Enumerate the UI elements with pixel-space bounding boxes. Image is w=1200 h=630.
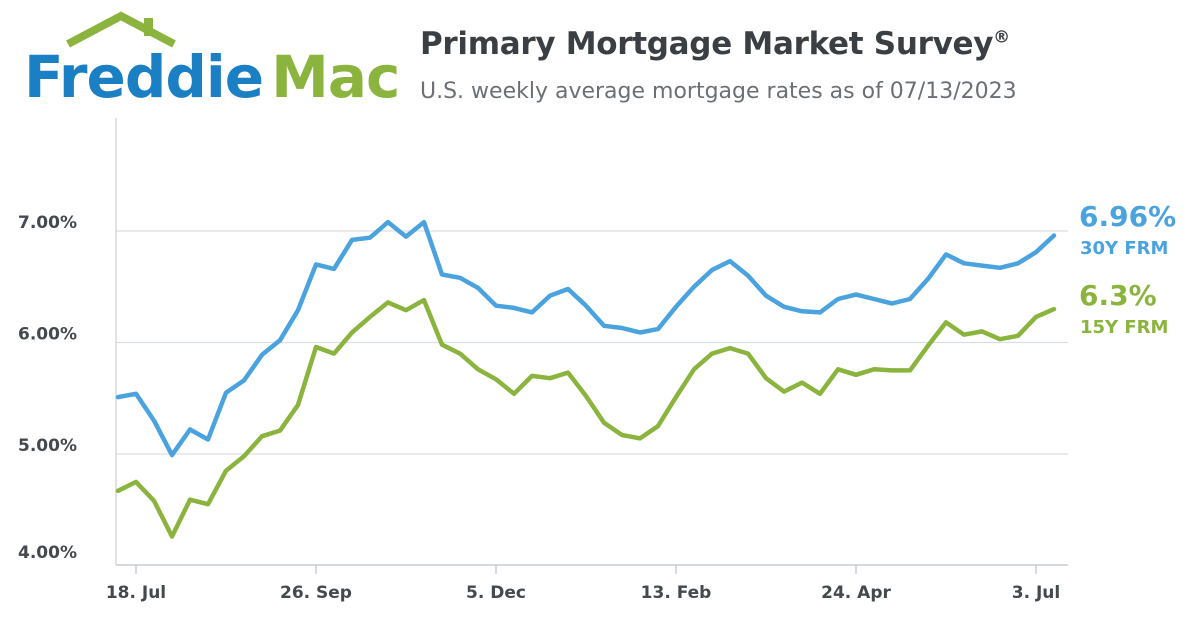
x-tick-label: 24. Apr (821, 583, 891, 603)
series-end-value: 6.3% (1079, 279, 1157, 312)
logo-word-freddie: Freddie (24, 43, 263, 111)
house-roof-icon (66, 11, 176, 48)
y-tick-label: 6.00% (18, 325, 77, 345)
x-tick-label: 26. Sep (280, 583, 352, 603)
y-axis-labels: 7.00% 6.00% 5.00% 4.00% (18, 213, 77, 563)
x-tick-label: 13. Feb (641, 583, 712, 603)
chart-subtitle: U.S. weekly average mortgage rates as of… (420, 79, 1017, 104)
freddie-mac-logo: Freddie Mac (24, 11, 400, 111)
chart-title: Primary Mortgage Market Survey® (420, 26, 1010, 62)
series-end-name: 30Y FRM (1080, 238, 1168, 259)
house-chimney-icon (144, 18, 153, 36)
x-tick-label: 3. Jul (1012, 583, 1060, 603)
y-tick-label: 5.00% (18, 436, 77, 456)
logo-word-mac: Mac (271, 43, 399, 111)
series-line-30y (115, 219, 1057, 458)
x-tick-label: 5. Dec (466, 583, 526, 603)
chart-title-text: Primary Mortgage Market Survey (420, 26, 994, 62)
grid-lines (116, 230, 1068, 455)
series-end-name: 15Y FRM (1080, 317, 1168, 338)
series-end-labels: 6.96% 30Y FRM 6.3% 15Y FRM (1079, 200, 1176, 338)
series-line-15y (115, 297, 1057, 539)
x-axis-labels: 18. Jul 26. Sep 5. Dec 13. Feb 24. Apr 3. Jul (106, 583, 1060, 603)
registered-mark: ® (993, 27, 1010, 48)
series-lines (115, 219, 1057, 539)
y-tick-label: 4.00% (18, 543, 77, 563)
series-end-value: 6.96% (1079, 200, 1176, 233)
x-tick-label: 18. Jul (106, 583, 166, 603)
y-tick-label: 7.00% (18, 213, 77, 233)
